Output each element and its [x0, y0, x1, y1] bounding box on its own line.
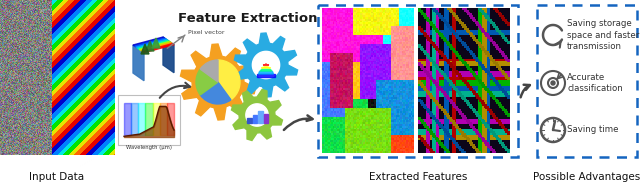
Text: Pixel vector: Pixel vector: [188, 30, 225, 34]
Bar: [253, 115, 257, 123]
Wedge shape: [200, 82, 231, 104]
Bar: [264, 114, 268, 123]
Polygon shape: [262, 67, 271, 68]
Wedge shape: [200, 60, 218, 82]
Bar: [160, 103, 167, 135]
Polygon shape: [141, 44, 149, 54]
Bar: [258, 111, 262, 123]
Text: Saving storage
space and faster
transmission: Saving storage space and faster transmis…: [567, 19, 639, 51]
Polygon shape: [143, 44, 174, 53]
Text: Wavelength (μm): Wavelength (μm): [126, 145, 172, 150]
Text: Saving time: Saving time: [567, 126, 618, 134]
Polygon shape: [259, 72, 273, 74]
Polygon shape: [134, 38, 166, 47]
Text: Extracted Features: Extracted Features: [369, 172, 467, 182]
Polygon shape: [263, 64, 269, 65]
Bar: [124, 103, 131, 135]
Polygon shape: [133, 45, 144, 81]
Circle shape: [541, 118, 565, 142]
Bar: [152, 103, 160, 135]
Bar: [118, 95, 180, 145]
Circle shape: [551, 81, 555, 85]
Text: Feature Extraction: Feature Extraction: [179, 12, 317, 25]
Polygon shape: [257, 74, 275, 77]
Polygon shape: [234, 33, 298, 97]
Bar: [167, 103, 174, 135]
Polygon shape: [141, 42, 172, 52]
Polygon shape: [136, 39, 168, 48]
Polygon shape: [133, 37, 164, 46]
Polygon shape: [163, 37, 174, 73]
Polygon shape: [232, 89, 282, 140]
Bar: [138, 103, 145, 135]
Polygon shape: [246, 104, 268, 126]
Circle shape: [545, 75, 561, 91]
Wedge shape: [218, 60, 240, 100]
Polygon shape: [146, 41, 154, 51]
Bar: [145, 103, 152, 135]
Polygon shape: [202, 66, 234, 98]
Polygon shape: [180, 44, 255, 120]
Text: Possible Advantages: Possible Advantages: [533, 172, 640, 182]
Polygon shape: [260, 69, 272, 71]
Polygon shape: [140, 41, 171, 51]
Text: Accurate
classification: Accurate classification: [567, 73, 623, 93]
Polygon shape: [252, 51, 280, 79]
Bar: [131, 103, 138, 135]
Bar: [247, 118, 252, 123]
Polygon shape: [138, 40, 170, 49]
Wedge shape: [196, 69, 218, 95]
Text: Input Data: Input Data: [29, 172, 84, 182]
Polygon shape: [152, 38, 160, 48]
